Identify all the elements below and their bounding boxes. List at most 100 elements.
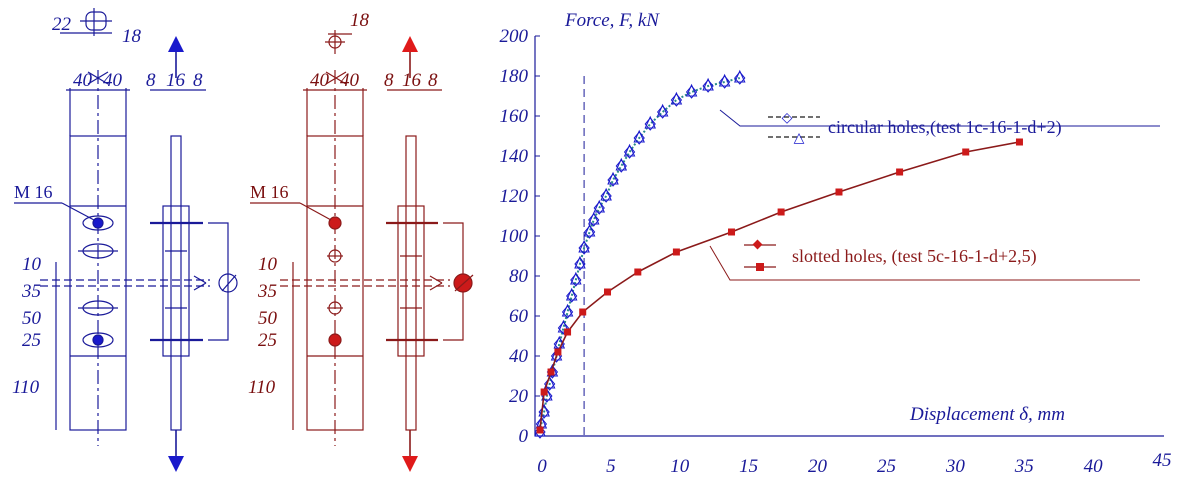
x-tick-label: 10 — [670, 456, 690, 477]
plate-dim-8-left: 8 — [384, 70, 394, 91]
force-displacement-chart: 0 20 40 60 80 100 120 140 160 180 200 0 5 10 15 20 25 30… — [500, 10, 1172, 477]
gauge-pin — [429, 275, 443, 284]
square-point — [540, 388, 548, 396]
x-tick-label: 5 — [606, 456, 616, 477]
diamond-marker-icon: ◇ — [782, 110, 793, 126]
y-tick-label: 60 — [509, 306, 529, 327]
bolt-hole-filled — [328, 333, 342, 347]
width-dim-40-left: 40 — [73, 70, 93, 91]
gauge-dial — [218, 273, 238, 293]
displacement-gauge — [208, 222, 229, 341]
triangle-point — [607, 171, 619, 185]
series-line-circular — [539, 77, 741, 433]
diamond-point — [583, 225, 596, 239]
series-slotted-holes — [536, 138, 1023, 434]
x-tick-label: 35 — [1014, 456, 1034, 477]
triangle-point — [600, 187, 612, 201]
diamond-point — [570, 273, 582, 287]
triangle-point — [718, 73, 731, 87]
label-leader — [61, 202, 95, 221]
y-tick-labels: 0 20 40 60 80 100 120 140 160 180 200 — [500, 26, 540, 447]
legend-square-marker — [756, 263, 764, 271]
spacing-dim-110: 110 — [248, 377, 276, 398]
triangle-point — [574, 255, 586, 269]
bolt-hole-filled — [92, 334, 104, 346]
plate-outline — [69, 135, 127, 431]
x-axis-label: Displacement δ, mm — [909, 404, 1065, 425]
y-tick-label: 100 — [500, 226, 529, 247]
triangle-point — [570, 271, 582, 285]
triangle-point — [561, 303, 574, 317]
arrow-up-icon — [402, 36, 418, 52]
legend-label-circular: circular holes,(test 1c-16-1-d+2) — [828, 117, 1062, 138]
spacing-dim-50: 50 — [22, 308, 42, 329]
y-tick-label: 20 — [509, 386, 529, 407]
square-point — [835, 188, 843, 196]
gauge-pin — [193, 282, 207, 291]
hole-outline — [82, 332, 114, 348]
spacing-dim-35: 35 — [21, 281, 41, 302]
y-tick-label: 200 — [500, 26, 529, 47]
arrow-up-icon — [168, 36, 184, 52]
top-dim-18: 18 — [350, 10, 370, 31]
spacing-dim-110: 110 — [12, 377, 40, 398]
legend-diamond-marker — [752, 239, 763, 250]
y-tick-label: 80 — [509, 266, 529, 287]
label-leader — [299, 202, 332, 221]
plate-dim-8-right: 8 — [193, 70, 203, 91]
top-dim-22: 22 — [52, 14, 72, 35]
plate-dim-8-right: 8 — [428, 70, 438, 91]
bolt-hole-filled — [92, 217, 104, 229]
diamond-point — [600, 189, 612, 203]
y-tick-label: 140 — [500, 146, 529, 167]
square-point — [554, 348, 562, 356]
y-tick-label: 120 — [500, 186, 529, 207]
spacing-dim-10: 10 — [22, 254, 42, 275]
triangle-point — [593, 199, 606, 213]
gauge-needle — [221, 274, 237, 292]
spacing-dim-25: 25 — [258, 330, 277, 351]
diamond-point — [623, 145, 636, 159]
plate-outline — [306, 135, 364, 431]
bolt-label: M 16 — [14, 182, 53, 202]
slotted-holes-drawing: 18 40 40 M 16 10 35 50 25 110 8 16 8 — [248, 10, 474, 472]
square-point — [1015, 138, 1023, 146]
diamond-point — [588, 213, 600, 227]
side-cover-plates — [397, 205, 425, 357]
x-tick-label: 40 — [1084, 456, 1104, 477]
x-tick-label: 20 — [808, 456, 828, 477]
square-point — [564, 328, 572, 336]
square-point — [962, 148, 970, 156]
square-point — [579, 308, 587, 316]
triangle-point — [702, 77, 714, 91]
diamond-point — [607, 173, 619, 187]
triangle-point — [734, 69, 746, 83]
spacing-dim-35: 35 — [257, 281, 277, 302]
x-tick-labels: 0 5 10 15 20 25 30 35 40 45 — [537, 450, 1171, 477]
diamond-point — [702, 79, 714, 93]
y-tick-label: 180 — [500, 66, 529, 87]
diamond-point — [557, 321, 570, 335]
spacing-dim-50: 50 — [258, 308, 278, 329]
diamond-point — [574, 257, 586, 271]
triangle-point — [623, 143, 636, 157]
triangle-point — [644, 115, 656, 129]
legend-leader — [719, 109, 1160, 127]
triangle-point — [670, 91, 683, 105]
diamond-point — [538, 405, 550, 419]
plate-dim-16: 16 — [166, 70, 186, 91]
x-tick-label: 15 — [739, 456, 758, 477]
gauge-needle — [454, 274, 474, 292]
triangle-marker-icon: △ — [794, 130, 805, 146]
diamond-point — [561, 305, 574, 319]
diamond-point — [633, 131, 645, 145]
legend-circular: ◇ △ circular holes,(test 1c-16-1-d+2) — [719, 109, 1160, 146]
y-axis-label: Force, F, kN — [564, 10, 660, 31]
width-dim-40-right: 40 — [340, 70, 360, 91]
diamond-point — [615, 159, 627, 173]
x-tick-label: 30 — [945, 456, 966, 477]
x-tick-label: 0 — [537, 456, 547, 477]
square-point — [547, 368, 555, 376]
triangle-point — [587, 211, 600, 225]
